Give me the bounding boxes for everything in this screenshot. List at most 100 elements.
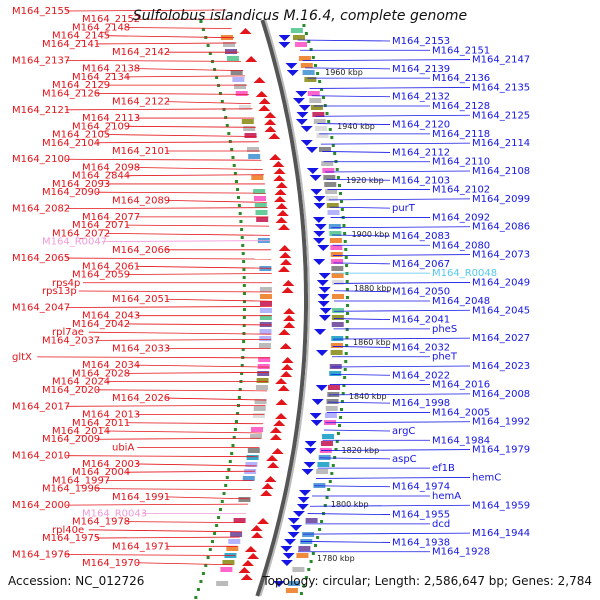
cog-block <box>234 84 247 89</box>
right-label-leader <box>333 337 471 340</box>
gc-track-dot <box>231 444 235 447</box>
left-gene-label: M164_R0047 <box>42 237 107 248</box>
cog-block <box>295 42 308 47</box>
gc-track-dot <box>204 564 208 567</box>
left-label-leader <box>88 331 272 335</box>
left-gene-label: M164_2082 <box>12 204 70 215</box>
left-gene-label: M164_2122 <box>112 97 170 108</box>
left-gene-label: M164_2093 <box>52 179 110 190</box>
left-label-leader <box>96 488 252 491</box>
gc-track-dot <box>344 256 348 259</box>
gc-track-dot <box>330 472 334 475</box>
cog-block <box>259 329 272 334</box>
cog-block <box>331 266 344 271</box>
right-gene-label: M164_2023 <box>472 361 530 372</box>
right-gene-label: M164_1992 <box>472 417 530 428</box>
gc-track-dot <box>333 456 337 459</box>
cog-block <box>307 91 320 96</box>
gc-track-dot <box>299 592 303 595</box>
left-gene-label: M164_2051 <box>112 294 170 305</box>
left-gene-label: M164_2047 <box>12 302 70 313</box>
forward-gene-arrow <box>275 203 288 209</box>
cog-block <box>226 56 239 61</box>
reverse-gene-arrow <box>292 511 305 517</box>
cog-block <box>329 231 342 236</box>
cog-block <box>309 98 322 103</box>
left-label-leader <box>66 158 262 161</box>
gc-track-dot <box>222 492 226 495</box>
cog-block <box>316 133 329 138</box>
reverse-gene-arrow <box>278 35 291 41</box>
reverse-gene-arrow <box>278 42 291 48</box>
left-label-leader <box>96 339 271 341</box>
left-label-leader <box>66 257 272 260</box>
forward-gene-arrow <box>269 434 282 440</box>
left-gene-label: M164_2155 <box>12 6 70 17</box>
right-label-leader <box>328 198 471 201</box>
left-gene-label: M164_2072 <box>52 228 110 239</box>
forward-gene-arrow <box>271 448 284 454</box>
left-label-leader <box>136 167 263 170</box>
reverse-gene-arrow <box>287 532 300 538</box>
cog-block <box>313 119 326 124</box>
gc-track-dot <box>199 20 203 23</box>
gc-track-dot <box>199 580 203 583</box>
cog-block <box>216 581 229 586</box>
cog-block <box>246 147 259 152</box>
cog-block <box>325 196 338 201</box>
right-gene-label: M164_2016 <box>432 380 490 391</box>
forward-gene-arrow <box>269 154 282 160</box>
cog-block <box>251 175 264 180</box>
gc-track-dot <box>235 180 238 183</box>
left-label-leader <box>78 290 272 293</box>
gc-track-dot <box>215 76 219 79</box>
right-gene-label: M164_2005 <box>432 407 490 418</box>
gc-track-dot <box>340 400 344 403</box>
gc-track-dot <box>196 588 200 591</box>
right-gene-label: M164_2083 <box>392 231 450 242</box>
cog-block <box>302 70 315 75</box>
right-gene-label: M164_2032 <box>392 342 450 353</box>
left-gene-label: M164_2077 <box>82 212 140 223</box>
cog-block <box>288 581 301 586</box>
cog-block <box>320 441 333 446</box>
right-gene-label: argC <box>392 426 415 437</box>
forward-gene-arrow <box>264 119 277 125</box>
gc-track-dot <box>213 68 217 71</box>
forward-gene-arrow <box>260 490 273 496</box>
cog-block <box>285 588 298 593</box>
forward-gene-arrow <box>274 196 287 202</box>
left-gene-label: M164_1997 <box>52 475 110 486</box>
forward-gene-arrow <box>240 574 253 580</box>
right-gene-label: M164_2049 <box>472 277 530 288</box>
cog-block <box>246 455 259 460</box>
left-label-leader <box>126 125 256 128</box>
right-gene-label: M164_2118 <box>432 129 490 140</box>
gc-track-dot <box>232 436 236 439</box>
right-label-leader <box>327 401 391 404</box>
right-gene-label: M164_1979 <box>472 445 530 456</box>
right-gene-label: pheT <box>432 352 458 363</box>
gc-track-dot <box>333 152 337 155</box>
forward-gene-arrow <box>264 112 277 118</box>
gc-track-dot <box>225 476 229 479</box>
right-gene-label: hemC <box>472 472 501 483</box>
left-label-leader <box>126 224 270 227</box>
right-label-leader <box>324 429 391 432</box>
left-gene-label: M164_2129 <box>52 80 110 91</box>
reverse-gene-arrow <box>306 168 319 174</box>
right-gene-label: M164_1984 <box>432 435 490 446</box>
cog-block <box>224 49 237 54</box>
left-gene-label: M164_2037 <box>42 335 100 346</box>
gc-track-dot <box>224 484 228 487</box>
gc-track-dot <box>218 92 222 95</box>
gc-track-dot <box>345 328 349 331</box>
reverse-gene-arrow <box>316 280 329 286</box>
reverse-gene-arrow <box>282 553 295 559</box>
right-label-leader <box>329 206 391 209</box>
cog-block <box>322 434 335 439</box>
reverse-gene-arrow <box>290 525 303 531</box>
left-gene-label: M164_2105 <box>52 130 110 141</box>
gc-track-dot <box>208 52 212 55</box>
